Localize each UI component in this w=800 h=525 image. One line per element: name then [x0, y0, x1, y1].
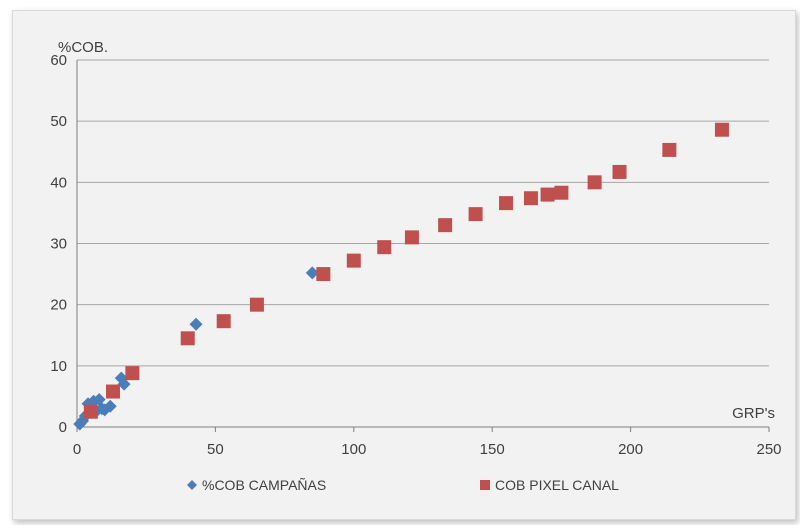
x-tick-label: 100: [341, 441, 366, 458]
y-tick-label: 40: [50, 174, 67, 191]
y-tick-label: 10: [50, 358, 67, 375]
data-point-square: [83, 404, 98, 419]
data-point-diamond: [305, 266, 319, 280]
y-tick-label: 50: [50, 113, 67, 130]
data-point-square: [346, 253, 361, 268]
data-point-square: [216, 314, 231, 329]
y-tick-label: 60: [50, 52, 67, 69]
series-1: [83, 122, 729, 419]
data-point-square: [523, 191, 538, 206]
data-point-square: [499, 196, 514, 211]
data-point-square: [714, 122, 729, 137]
x-tick-labels: 0 50 100 150 200 250: [73, 441, 782, 458]
gridlines: [77, 59, 769, 367]
x-tick-label: 250: [756, 441, 781, 458]
data-point-diamond: [189, 317, 203, 331]
data-point-diamond: [117, 377, 131, 391]
data-point-square: [612, 164, 627, 179]
legend: %COB CAMPAÑAS COB PIXEL CANAL: [187, 477, 619, 493]
y-tick-label: 20: [50, 297, 67, 314]
data-point-square: [540, 187, 555, 202]
data-point-square: [377, 240, 392, 255]
series-0: [73, 266, 319, 431]
x-tick-label: 200: [618, 441, 643, 458]
y-tick-labels: 0 10 20 30 40 50 60: [50, 52, 67, 436]
data-point-square: [316, 267, 331, 282]
x-tick-label: 0: [73, 441, 81, 458]
legend-label: %COB CAMPAÑAS: [202, 477, 326, 493]
data-point-diamond: [103, 399, 117, 413]
data-point-square: [554, 185, 569, 200]
data-points: [73, 122, 729, 431]
data-point-square: [404, 230, 419, 245]
data-point-square: [468, 207, 483, 222]
y-axis-label: %COB.: [58, 39, 108, 56]
data-point-square: [662, 142, 677, 157]
data-point-square: [249, 297, 264, 312]
y-tick-label: 0: [59, 419, 67, 436]
data-point-square: [180, 331, 195, 346]
x-tick-label: 50: [207, 441, 224, 458]
y-tick-label: 30: [50, 236, 67, 253]
chart-frame: [12, 10, 796, 520]
x-tick-label: 150: [480, 441, 505, 458]
data-point-square: [105, 384, 120, 399]
legend-label: COB PIXEL CANAL: [495, 477, 619, 493]
legend-marker: [480, 480, 490, 490]
data-point-square: [587, 175, 602, 190]
axes: [76, 60, 770, 432]
data-point-square: [438, 218, 453, 233]
legend-marker: [187, 480, 197, 490]
data-point-square: [125, 366, 140, 381]
x-axis-label: GRP's: [732, 405, 775, 422]
